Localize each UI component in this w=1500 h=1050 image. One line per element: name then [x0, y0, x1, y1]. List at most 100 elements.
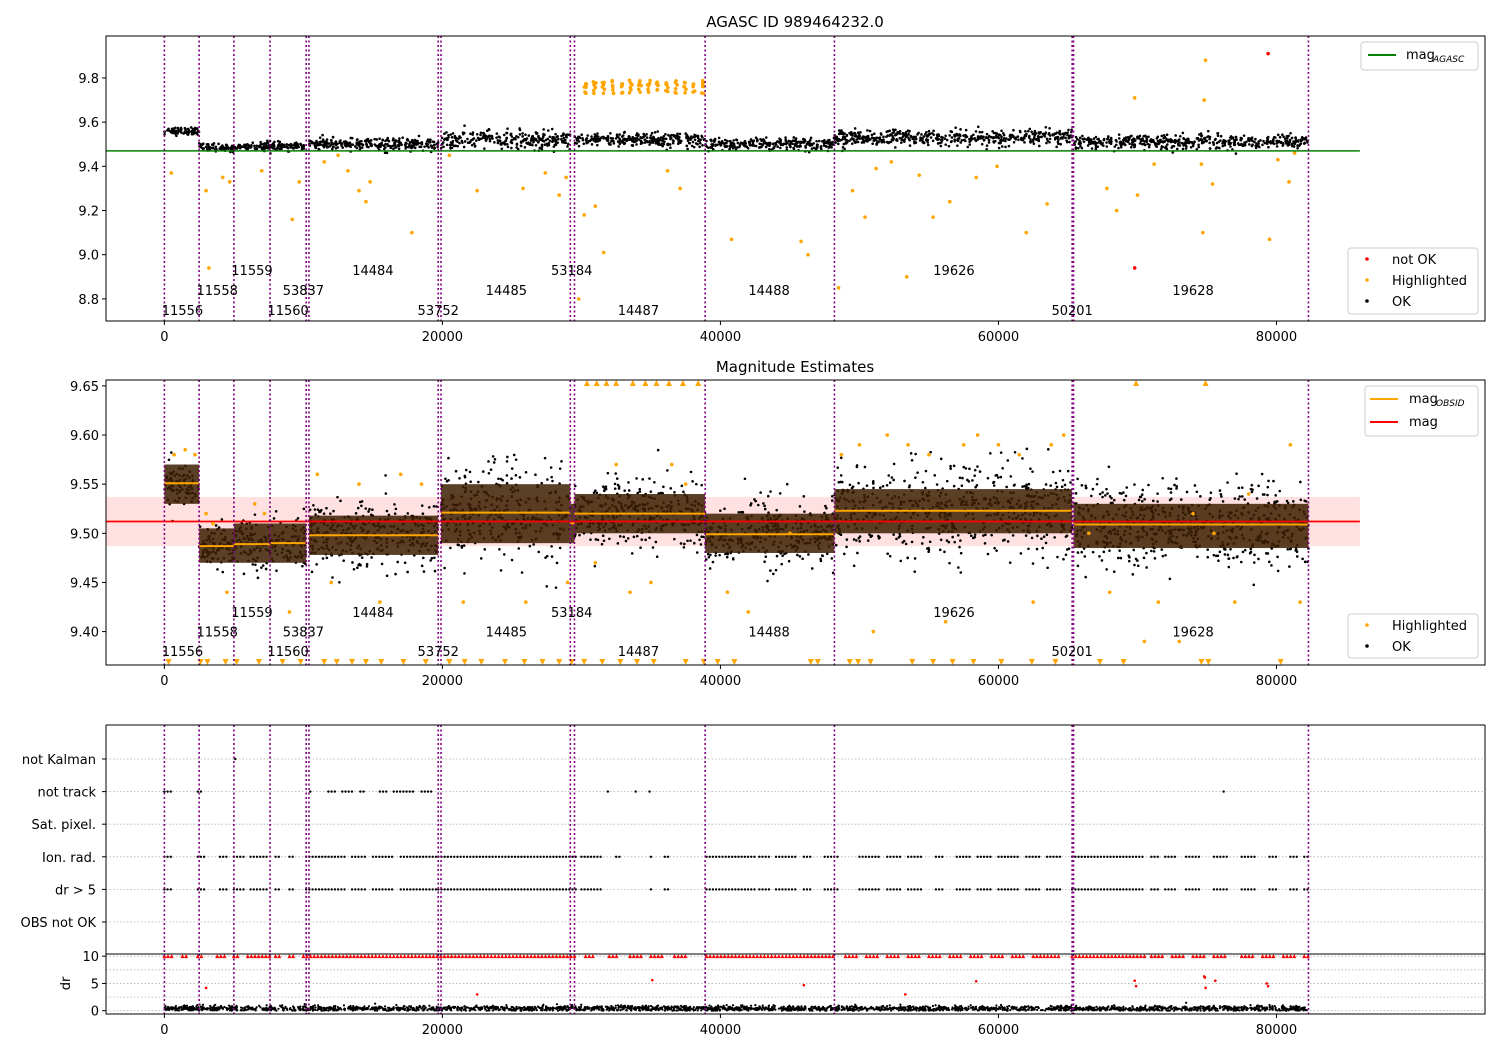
ok-point — [562, 132, 565, 135]
ok-point — [679, 542, 683, 545]
ok-point — [433, 556, 436, 560]
ok-point — [1056, 555, 1059, 559]
ok-point — [225, 143, 228, 147]
ok-point — [888, 554, 892, 558]
ok-point — [653, 130, 657, 134]
ok-point — [323, 141, 327, 144]
ok-point — [450, 136, 454, 139]
ok-point — [827, 141, 831, 144]
ok-point — [1080, 550, 1084, 554]
ok-point — [622, 142, 626, 146]
y-tick-label: 9.4 — [78, 160, 99, 175]
highlighted-point — [591, 80, 596, 84]
ok-point — [865, 484, 869, 487]
ok-point — [238, 146, 242, 150]
ok-point — [514, 137, 517, 141]
ok-point — [997, 146, 1001, 150]
ok-point — [521, 135, 524, 138]
ok-point — [1126, 139, 1130, 143]
ok-point — [1029, 467, 1032, 471]
ok-point — [387, 139, 391, 143]
ok-point — [924, 469, 928, 473]
ok-point — [314, 513, 317, 516]
ok-point — [995, 549, 998, 552]
ok-point — [853, 127, 857, 130]
ok-point — [1052, 133, 1055, 137]
ok-point — [332, 509, 335, 513]
ok-point — [595, 137, 599, 141]
ok-point — [460, 139, 464, 143]
ok-point — [774, 143, 778, 146]
ok-point — [1062, 557, 1065, 561]
ok-point — [952, 484, 956, 488]
highlighted-point — [592, 91, 596, 96]
ok-point — [1278, 135, 1282, 139]
ok-point — [505, 131, 509, 135]
not-ok-point — [1132, 266, 1137, 270]
ok-point — [996, 135, 1000, 139]
ok-point — [1276, 133, 1280, 137]
ok-point — [871, 142, 874, 146]
highlighted-point — [227, 180, 232, 184]
ok-point — [661, 144, 664, 148]
ok-point — [371, 508, 374, 512]
ok-point — [680, 484, 684, 488]
ok-point — [1223, 143, 1227, 147]
ok-point — [1117, 133, 1121, 136]
highlighted-point — [557, 193, 561, 197]
ok-point — [1044, 483, 1048, 486]
ok-point — [549, 466, 553, 469]
ok-point — [738, 144, 742, 147]
obsid-label: 19628 — [1172, 284, 1213, 299]
ok-point — [557, 137, 560, 141]
ok-point — [631, 144, 635, 147]
ok-point — [662, 135, 666, 138]
highlighted-point — [948, 199, 952, 204]
ok-point — [356, 506, 360, 510]
ok-point — [856, 131, 860, 135]
ok-point — [577, 144, 581, 148]
ok-point — [673, 491, 676, 494]
ok-point — [899, 559, 903, 563]
ok-point — [401, 136, 404, 139]
ok-point — [870, 133, 874, 137]
ok-point — [1036, 534, 1039, 538]
ok-point — [881, 484, 885, 488]
ok-point — [1201, 140, 1205, 144]
ok-point — [1177, 138, 1181, 141]
ok-point — [913, 570, 917, 573]
ok-point — [640, 538, 644, 541]
ok-point — [222, 146, 225, 150]
ok-point — [809, 142, 813, 146]
y-tick-label: 9.8 — [78, 72, 99, 87]
ok-point — [1266, 138, 1270, 141]
ok-point — [444, 477, 447, 481]
ok-point — [1020, 138, 1023, 142]
ok-point — [682, 490, 685, 494]
obsid-label: 11560 — [267, 304, 308, 319]
ok-point — [1306, 141, 1309, 144]
ok-point — [792, 147, 796, 151]
highlighted-point — [1201, 230, 1205, 235]
ok-point — [1189, 145, 1193, 149]
ok-point — [404, 145, 408, 149]
ok-point — [731, 146, 735, 150]
ok-point — [824, 144, 828, 148]
ok-point — [384, 139, 387, 143]
ok-point — [879, 133, 883, 136]
ok-point — [985, 144, 989, 147]
ok-point — [824, 504, 827, 508]
ok-point — [505, 136, 508, 140]
ok-point — [385, 509, 389, 513]
ok-point — [289, 145, 292, 149]
ok-point — [253, 146, 257, 150]
highlighted-point — [646, 90, 651, 95]
ok-point — [1197, 145, 1201, 149]
ok-point — [869, 138, 872, 141]
ok-point — [1219, 134, 1223, 138]
ok-point — [1070, 128, 1073, 132]
ok-point — [355, 146, 359, 150]
ok-point — [973, 474, 976, 477]
ok-point — [1001, 466, 1004, 470]
ok-point — [1195, 147, 1199, 151]
